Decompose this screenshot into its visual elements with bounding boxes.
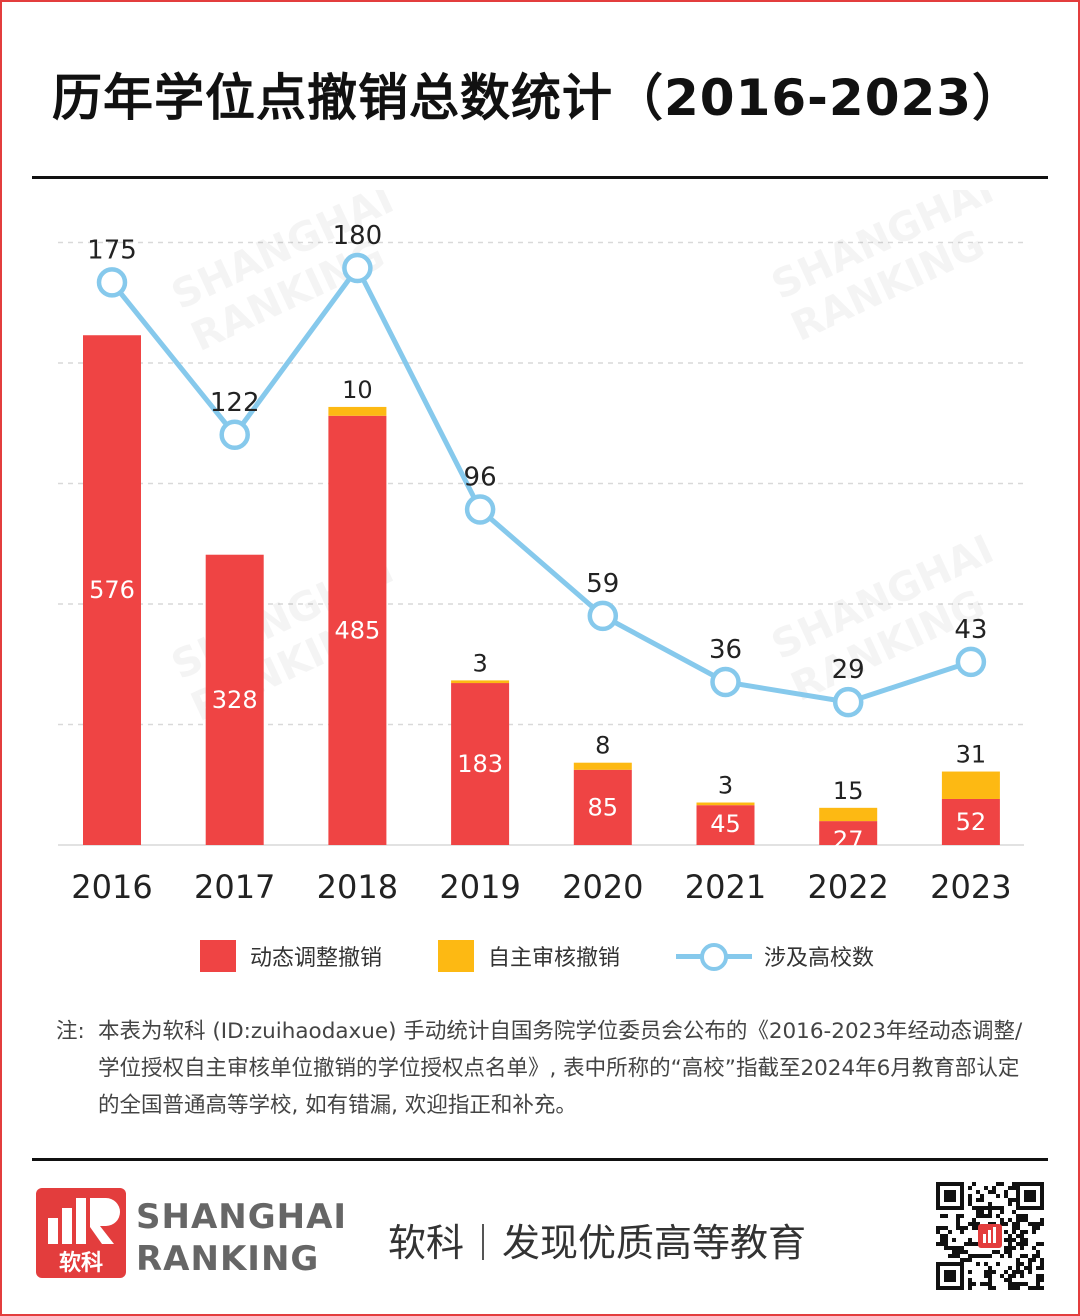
line-value-label: 29 bbox=[832, 655, 865, 685]
legend-item-dynamic: 动态调整撤销 bbox=[200, 940, 382, 972]
x-tick-label: 2019 bbox=[439, 868, 520, 906]
chart-title: 历年学位点撤销总数统计（2016-2023） bbox=[52, 69, 1024, 127]
line-point bbox=[219, 419, 250, 450]
x-tick-label: 2023 bbox=[930, 868, 1011, 906]
legend-label-dynamic: 动态调整撤销 bbox=[250, 946, 383, 971]
line-point bbox=[342, 252, 373, 284]
legend-label-line: 涉及高校数 bbox=[764, 946, 875, 971]
slogan-text: 发现优质高等教育 bbox=[502, 1221, 807, 1265]
line-value-label: 59 bbox=[586, 569, 619, 599]
line-value-label: 96 bbox=[464, 463, 497, 493]
line-value-label: 43 bbox=[954, 615, 987, 645]
bar-value-label: 183 bbox=[457, 750, 503, 778]
legend-swatch-dynamic bbox=[200, 940, 236, 972]
legend-swatch-line bbox=[676, 940, 752, 972]
brand-name: SHANGHAI RANKING bbox=[136, 1196, 347, 1280]
legend-label-self: 自主审核撤销 bbox=[488, 946, 621, 971]
line-series bbox=[110, 265, 972, 705]
bar-top-label: 15 bbox=[833, 777, 864, 805]
bar-value-label: 485 bbox=[334, 616, 380, 644]
line-value-label: 122 bbox=[210, 388, 260, 418]
bar-self bbox=[328, 406, 387, 416]
logo-cn-text: 软科 bbox=[59, 1250, 103, 1276]
bar-value-label: 27 bbox=[833, 826, 864, 854]
bar-self bbox=[941, 771, 1000, 799]
bar-top-label: 10 bbox=[342, 376, 373, 404]
bar-value-label: 45 bbox=[710, 810, 741, 838]
x-tick-label: 2016 bbox=[71, 868, 152, 906]
x-tick-label: 2021 bbox=[685, 868, 766, 906]
bar-self bbox=[696, 802, 755, 806]
line-point bbox=[955, 646, 987, 678]
bar-self bbox=[819, 807, 878, 822]
bar-top-label: 3 bbox=[472, 649, 487, 677]
x-tick-label: 2022 bbox=[807, 868, 888, 906]
footnote-body: 本表为软科 (ID:zuihaodaxue) 手动统计自国务院学位委员会公布的《… bbox=[98, 1019, 1023, 1118]
bar-value-label: 85 bbox=[588, 793, 619, 821]
slogan-brand: 软科 bbox=[388, 1221, 465, 1265]
line-point bbox=[96, 267, 128, 298]
slogan-separator bbox=[482, 1224, 485, 1260]
legend: 动态调整撤销 自主审核撤销 涉及高校数 bbox=[0, 940, 1080, 976]
slogan: 软科 发现优质高等教育 bbox=[388, 1212, 806, 1267]
x-tick-label: 2020 bbox=[562, 868, 643, 906]
legend-swatch-self bbox=[438, 940, 474, 972]
bar-dynamic bbox=[205, 554, 264, 845]
legend-item-self: 自主审核撤销 bbox=[438, 940, 620, 972]
bar-self bbox=[451, 680, 510, 684]
bar-dynamic bbox=[83, 335, 141, 845]
brand-line2: RANKING bbox=[136, 1239, 320, 1279]
line-point bbox=[587, 600, 619, 632]
line-point bbox=[832, 686, 864, 718]
bar-value-label: 328 bbox=[212, 686, 258, 714]
bar-value-label: 576 bbox=[89, 576, 135, 604]
qr-code[interactable] bbox=[934, 1180, 1046, 1292]
bar-top-label: 8 bbox=[595, 732, 610, 760]
line-value-label: 175 bbox=[87, 235, 137, 265]
footer-divider bbox=[32, 1158, 1048, 1161]
bar-dynamic bbox=[573, 769, 632, 845]
line-point bbox=[464, 494, 496, 525]
line-point bbox=[710, 666, 741, 698]
bar-top-label: 3 bbox=[718, 772, 733, 800]
legend-item-line: 涉及高校数 bbox=[676, 940, 874, 972]
footnote-head: 注: bbox=[56, 1019, 85, 1044]
bar-dynamic bbox=[819, 821, 878, 845]
title-divider bbox=[32, 176, 1048, 179]
bar-value-label: 52 bbox=[956, 808, 987, 836]
bar-top-label: 31 bbox=[956, 741, 987, 769]
bar-dynamic bbox=[451, 683, 510, 845]
brand-line1: SHANGHAI bbox=[136, 1197, 348, 1237]
footnote: 注: 本表为软科 (ID:zuihaodaxue) 手动统计自国务院学位委员会公… bbox=[56, 1013, 1036, 1124]
line-value-label: 36 bbox=[709, 635, 742, 665]
shanghai-ranking-logo: 软科 bbox=[36, 1188, 126, 1278]
bar-dynamic bbox=[328, 415, 387, 845]
x-tick-label: 2017 bbox=[194, 868, 275, 906]
bar-dynamic bbox=[941, 798, 1000, 845]
bar-dynamic bbox=[696, 805, 755, 845]
x-tick-label: 2018 bbox=[317, 868, 398, 906]
line-value-label: 180 bbox=[333, 221, 383, 251]
bar-self bbox=[573, 762, 632, 770]
